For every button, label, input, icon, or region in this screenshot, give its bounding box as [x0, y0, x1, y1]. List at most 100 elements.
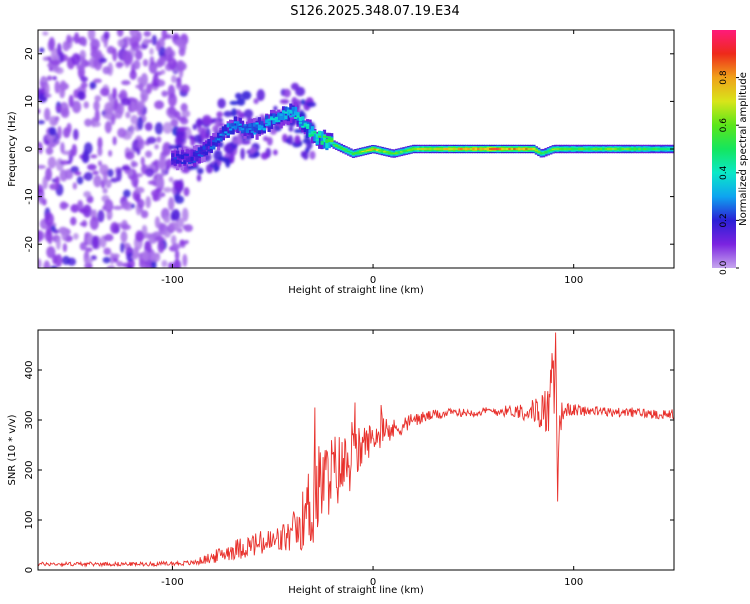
ridge-cell	[416, 148, 420, 150]
noise-blob	[67, 160, 72, 165]
noise-blob	[111, 253, 120, 259]
ridge-cell	[544, 151, 548, 153]
noise-blob	[60, 142, 65, 154]
ridge-cell	[643, 148, 647, 150]
noise-blob	[70, 204, 80, 213]
ridge-cell	[320, 131, 324, 139]
ridge-cell	[202, 145, 206, 150]
noise-blob	[155, 173, 162, 188]
ridge-cell	[178, 157, 182, 165]
noise-blob	[157, 240, 165, 254]
ridge-cell	[200, 147, 204, 155]
noise-blob	[113, 99, 119, 110]
ridge-cell	[532, 148, 536, 150]
ridge-cell	[204, 143, 209, 151]
ridge-cell	[501, 148, 505, 150]
noise-blob	[148, 61, 158, 74]
ridge-cell	[361, 150, 365, 153]
ridge-cell	[395, 152, 399, 154]
ridge-cell	[407, 149, 411, 151]
ridge-cell	[626, 148, 630, 150]
transition-blob	[200, 129, 206, 141]
ridge-cell	[197, 153, 201, 164]
ridge-cell	[265, 124, 269, 127]
ridge-cell	[310, 131, 315, 136]
noise-blob	[94, 109, 100, 123]
ridge-cell	[216, 132, 221, 140]
noise-blob	[151, 34, 158, 46]
transition-blob	[188, 134, 195, 140]
noise-blob	[89, 216, 99, 230]
ridge-cell	[313, 134, 317, 142]
ridge-cell	[185, 153, 189, 156]
noise-blob	[43, 260, 51, 268]
noise-blob	[59, 160, 70, 166]
ridge-cell	[188, 150, 192, 161]
noise-blob	[179, 239, 185, 246]
noise-blob	[138, 100, 145, 110]
spectrogram-ridge	[171, 102, 674, 171]
noise-blob	[60, 108, 70, 119]
ridge-cell	[457, 148, 461, 150]
ridge-cell	[380, 150, 384, 152]
noise-blob	[126, 252, 134, 262]
ridge-cell	[265, 115, 269, 123]
noise-blob	[154, 188, 162, 193]
noise-blob	[174, 249, 180, 261]
noise-blob	[134, 186, 145, 194]
noise-blob	[142, 59, 149, 67]
ridge-cell	[503, 148, 507, 150]
ridge-cell	[188, 162, 192, 165]
ridge-cell	[241, 128, 245, 133]
noise-blob	[38, 142, 43, 155]
ridge-cell	[505, 148, 510, 150]
ridge-cell	[578, 148, 582, 150]
ridge-cell	[250, 128, 254, 139]
ridge-cell	[568, 148, 572, 150]
ridge-cell	[467, 148, 471, 150]
noise-blob	[59, 169, 68, 182]
ridge-cell	[409, 148, 413, 151]
ridge-cell	[609, 148, 613, 150]
ridge-cell	[462, 148, 466, 150]
transition-blob	[241, 90, 252, 100]
noise-blob	[163, 230, 171, 238]
transition-blob	[279, 99, 290, 105]
ridge-cell	[257, 124, 262, 129]
noise-blob	[71, 100, 82, 114]
ridge-cell	[238, 123, 242, 126]
noise-blob	[182, 253, 188, 267]
noise-blob	[165, 46, 173, 56]
transition-blob	[214, 119, 220, 127]
ridge-cell	[214, 138, 218, 143]
ridge-cell	[359, 151, 363, 153]
spectrogram-ytick-label: -10	[24, 188, 35, 204]
ridge-cell	[631, 148, 635, 150]
transition-blob	[253, 98, 259, 105]
noise-blob	[83, 258, 94, 264]
noise-blob	[110, 177, 119, 183]
ridge-cell	[243, 127, 247, 132]
noise-blob	[73, 32, 80, 44]
ridge-cell	[322, 138, 327, 149]
noise-blob	[170, 234, 177, 246]
colorbar-gradient	[712, 30, 736, 268]
ridge-cell	[599, 148, 603, 150]
noise-blob	[181, 207, 189, 222]
transition-blob	[309, 150, 316, 160]
ridge-cell	[238, 123, 242, 131]
noise-blob	[137, 198, 145, 209]
noise-blob	[184, 239, 189, 245]
ridge-cell	[296, 115, 300, 118]
ridge-cell	[489, 148, 493, 150]
ridge-cell	[424, 148, 428, 150]
ridge-cell	[440, 148, 445, 150]
colorbar-tick-label: 0.8	[719, 70, 729, 85]
spectrogram-xtick-label: 0	[370, 275, 376, 286]
noise-blob	[167, 93, 177, 107]
ridge-cell	[209, 135, 213, 146]
noise-blob	[84, 118, 93, 127]
ridge-cell	[269, 117, 274, 120]
ridge-cell	[281, 113, 286, 121]
ridge-cell	[515, 148, 519, 150]
